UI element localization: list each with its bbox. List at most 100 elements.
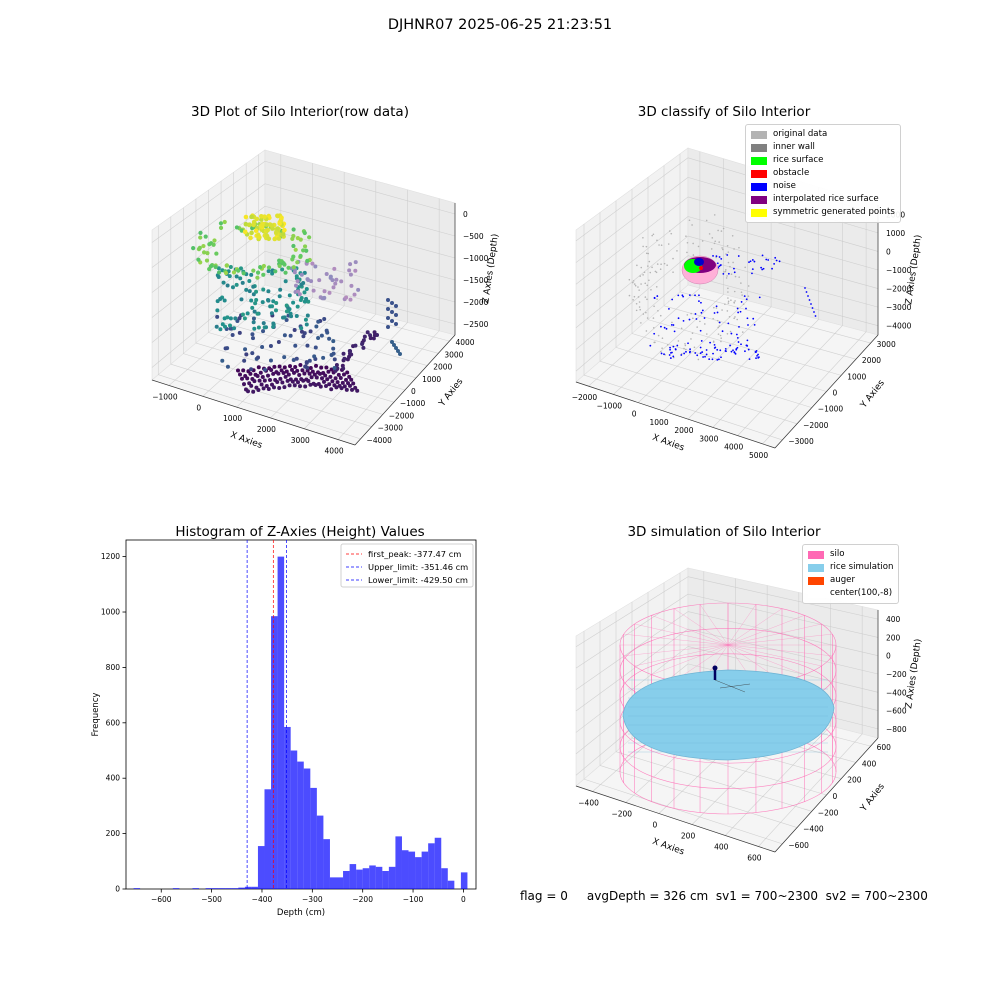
data-point xyxy=(225,283,230,288)
data-point xyxy=(734,275,737,278)
legend-label: Lower_limit: -429.50 cm xyxy=(368,575,468,585)
data-point xyxy=(303,364,308,369)
data-point xyxy=(279,215,284,221)
data-point xyxy=(260,375,265,380)
data-point xyxy=(288,311,293,316)
grid-line xyxy=(615,347,812,408)
data-point xyxy=(325,377,330,382)
data-point xyxy=(652,317,655,319)
histogram-bar xyxy=(362,868,370,889)
data-point xyxy=(259,382,264,387)
z-tick-label: −3000 xyxy=(886,303,912,312)
data-point xyxy=(268,378,272,383)
grid-line xyxy=(220,321,417,379)
y-tick-label: 0 xyxy=(411,387,416,396)
data-point xyxy=(290,367,294,372)
grid-line xyxy=(687,255,879,308)
data-point xyxy=(713,312,716,314)
grid-line xyxy=(687,628,879,675)
data-point xyxy=(725,253,727,255)
data-point xyxy=(352,292,357,297)
legend-swatch xyxy=(751,182,767,191)
data-point xyxy=(638,289,640,291)
data-point xyxy=(660,352,663,355)
data-point xyxy=(251,284,256,289)
data-point xyxy=(721,330,724,333)
legend-label: inner wall xyxy=(773,142,815,152)
data-point xyxy=(730,350,733,353)
histogram-bar xyxy=(408,851,416,889)
legend-item: symmetric generated points xyxy=(751,206,895,219)
figure-title: DJHNR07 2025-06-25 21:23:51 xyxy=(387,17,613,33)
data-point xyxy=(326,369,331,374)
data-point xyxy=(205,250,210,256)
data-point xyxy=(211,242,216,247)
data-point xyxy=(298,253,303,259)
data-point xyxy=(266,236,272,242)
data-point xyxy=(313,264,318,269)
data-point xyxy=(277,221,282,226)
data-point xyxy=(699,346,702,349)
z-tick-label: 1000 xyxy=(886,229,905,238)
data-point xyxy=(653,297,656,300)
grid-line xyxy=(687,196,879,252)
y-tick-label: −600 xyxy=(788,841,809,850)
data-point xyxy=(390,301,394,305)
data-point xyxy=(223,346,228,351)
data-point xyxy=(701,309,704,312)
data-point xyxy=(264,325,269,330)
data-point xyxy=(660,325,662,328)
data-point xyxy=(291,254,296,259)
data-point xyxy=(256,388,261,393)
data-point xyxy=(642,313,645,315)
y-tick-label: 400 xyxy=(106,774,121,783)
data-point xyxy=(264,384,269,389)
data-point xyxy=(683,352,686,355)
data-point xyxy=(232,326,237,331)
data-point xyxy=(747,324,749,326)
histogram-bar xyxy=(343,870,350,889)
data-point xyxy=(736,307,739,310)
y-tick-label: 800 xyxy=(106,663,121,672)
data-point xyxy=(319,365,324,370)
data-point xyxy=(753,260,756,263)
histogram-bar xyxy=(297,761,304,889)
data-point xyxy=(762,267,765,270)
rice-simulation-surface xyxy=(622,669,835,761)
data-point xyxy=(736,318,739,321)
data-point xyxy=(690,312,692,315)
grid-line xyxy=(687,593,879,638)
data-point xyxy=(671,321,673,324)
z-tick-label: −2000 xyxy=(463,298,489,307)
data-point xyxy=(314,375,319,380)
data-point xyxy=(270,382,274,387)
x-tick-label: −500 xyxy=(201,895,222,904)
data-point xyxy=(659,314,662,317)
data-point xyxy=(394,346,398,350)
data-point xyxy=(318,371,322,376)
data-point xyxy=(288,364,292,369)
data-point xyxy=(216,266,221,271)
x-tick-label: 200 xyxy=(681,832,696,841)
data-point xyxy=(247,222,252,227)
data-point xyxy=(656,295,659,297)
data-point xyxy=(666,344,669,346)
data-point xyxy=(727,287,729,290)
data-point xyxy=(207,266,212,272)
data-point xyxy=(745,307,747,310)
data-point xyxy=(241,271,246,276)
data-point xyxy=(676,344,679,347)
z-tick-label: −400 xyxy=(886,688,907,697)
data-point xyxy=(328,374,333,379)
data-point xyxy=(304,248,309,253)
data-point xyxy=(663,326,666,329)
data-point xyxy=(253,228,259,234)
data-point xyxy=(700,301,702,304)
y-tick-label: 600 xyxy=(106,718,121,727)
data-point xyxy=(347,374,352,379)
grid-line xyxy=(647,319,842,376)
data-point xyxy=(747,295,750,298)
data-point xyxy=(719,334,722,337)
data-point xyxy=(240,312,245,317)
data-point xyxy=(727,322,730,325)
